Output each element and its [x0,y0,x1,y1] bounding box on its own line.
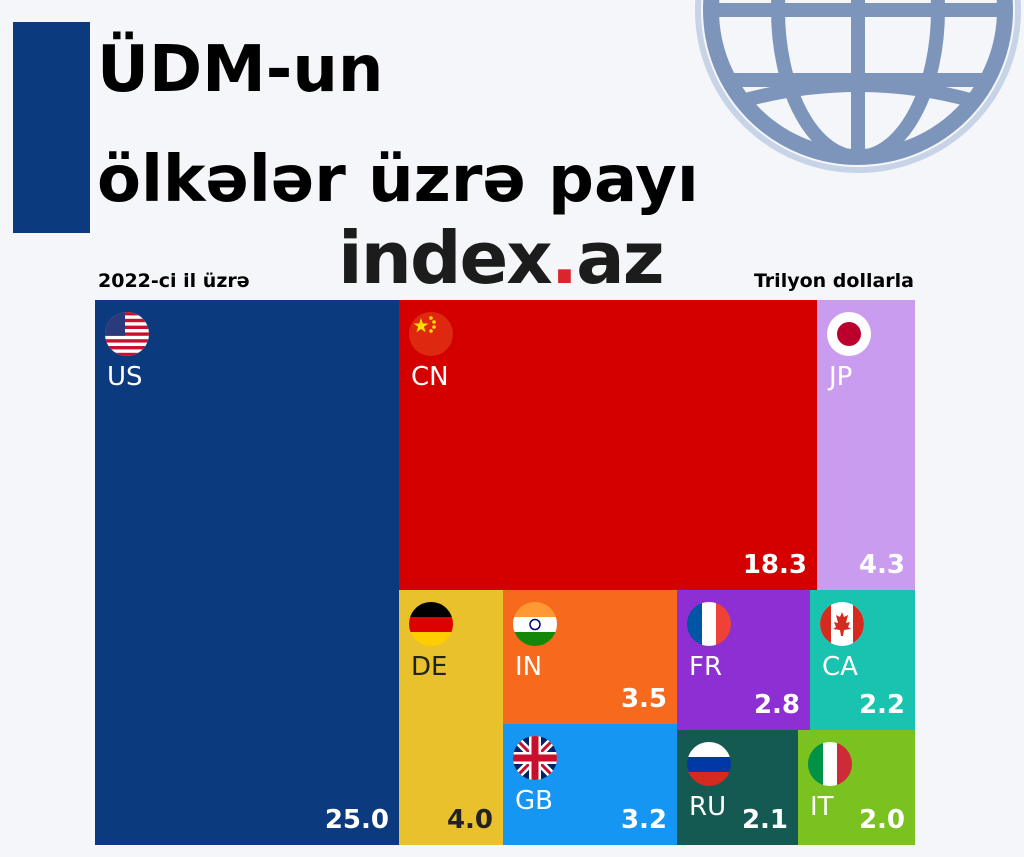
brand-logo-suffix: az [576,216,664,300]
canada-flag-icon [820,602,864,646]
us-flag-icon [105,312,149,356]
treemap-cell-ca: CA 2.2 [810,590,915,730]
country-code-jp: JP [829,362,853,392]
treemap-cell-us: US 25.0 [95,300,399,845]
country-code-ca: CA [822,652,858,682]
brand-logo-main: index [338,216,553,300]
country-code-in: IN [515,652,543,682]
germany-flag-icon [409,602,453,646]
gdp-value-jp: 4.3 [858,550,905,580]
gdp-value-ru: 2.1 [741,805,788,835]
gdp-value-us: 25.0 [324,805,389,835]
country-code-fr: FR [689,652,723,682]
country-code-it: IT [810,792,834,822]
globe-icon [693,0,1023,195]
chart-subtitle-year: 2022-ci il üzrə [98,270,250,292]
gdp-treemap: US 25.0 CN 18.3 JP 4.3 [95,300,915,845]
japan-flag-icon [827,312,871,356]
country-code-de: DE [411,652,448,682]
gdp-value-it: 2.0 [858,805,905,835]
treemap-cell-jp: JP 4.3 [817,300,915,590]
country-code-cn: CN [411,362,449,392]
country-code-us: US [107,362,143,392]
china-flag-icon [409,312,453,356]
title-line-1: ÜDM-un [97,33,384,107]
country-code-ru: RU [689,792,727,822]
russia-flag-icon [687,742,731,786]
treemap-cell-it: IT 2.0 [798,730,915,845]
title-accent-bar [13,22,90,233]
gdp-value-in: 3.5 [620,684,667,714]
france-flag-icon [687,602,731,646]
italy-flag-icon [808,742,852,786]
title-line-2: ölkələr üzrə payı [97,143,699,217]
treemap-cell-ru: RU 2.1 [677,730,798,845]
treemap-cell-cn: CN 18.3 [399,300,817,590]
chart-unit-label: Trilyon dollarla [753,270,914,292]
india-flag-icon [513,602,557,646]
gdp-value-fr: 2.8 [753,690,800,720]
gdp-value-gb: 3.2 [620,805,667,835]
treemap-cell-in: IN 3.5 [503,590,677,724]
gdp-value-ca: 2.2 [858,690,905,720]
brand-logo: index.az [338,222,665,294]
gdp-value-de: 4.0 [446,805,493,835]
treemap-cell-fr: FR 2.8 [677,590,810,730]
gdp-value-cn: 18.3 [742,550,807,580]
treemap-cell-gb: GB 3.2 [503,724,677,845]
uk-flag-icon [513,736,557,780]
treemap-cell-de: DE 4.0 [399,590,503,845]
country-code-gb: GB [515,786,553,816]
brand-logo-dot: . [550,216,578,300]
